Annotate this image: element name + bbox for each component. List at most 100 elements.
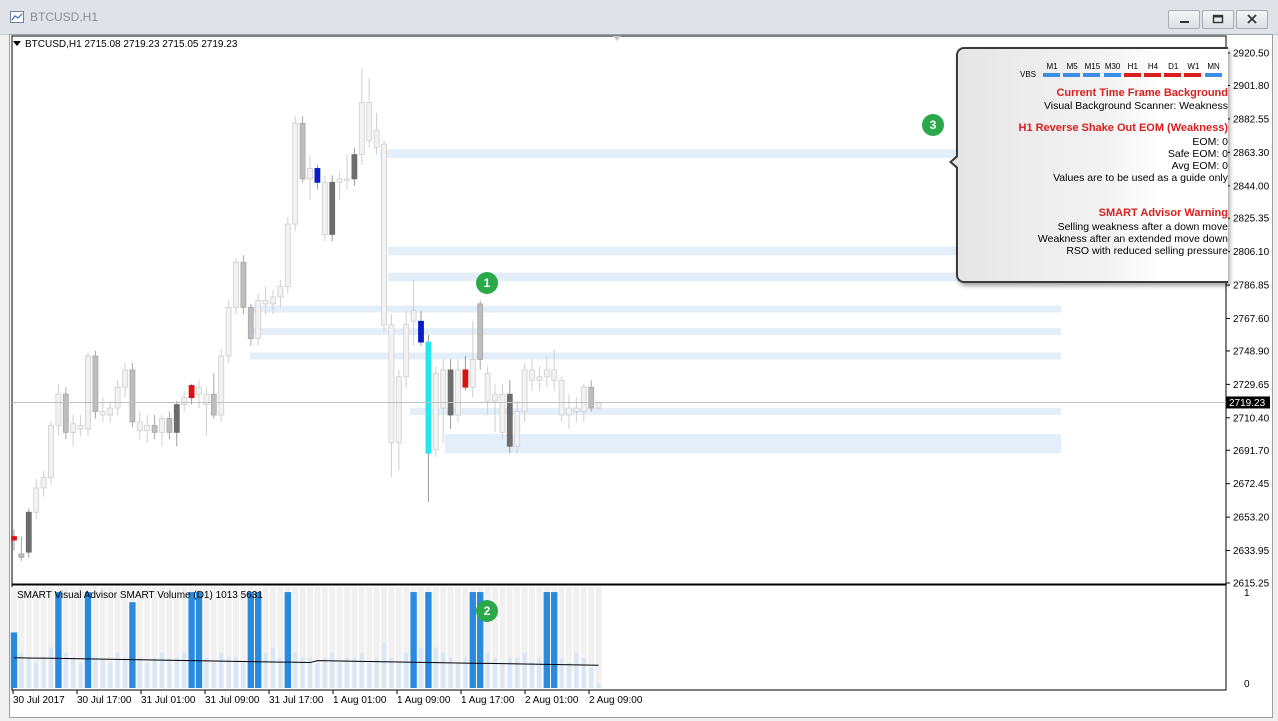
candle-body	[107, 407, 114, 416]
volume-bar	[515, 657, 520, 688]
volume-bg	[173, 587, 180, 688]
volume-bar	[93, 657, 98, 688]
volume-bg	[262, 587, 269, 688]
volume-bar	[174, 657, 179, 688]
timeframe-bar	[1144, 73, 1161, 77]
candle-body	[573, 407, 580, 412]
smart-advisor-panel: VBS M1 M5 M15 M30 H1 H4 D1 W1 MN Current Time Fr…	[949, 47, 1228, 283]
legend-collapse-icon[interactable]	[13, 41, 21, 46]
candle-body	[469, 359, 476, 388]
close-icon	[1247, 14, 1257, 24]
window-titlebar: BTCUSD,H1	[0, 0, 1278, 35]
candle-body	[77, 425, 84, 430]
candle-body	[529, 369, 535, 381]
volume-bar	[469, 592, 476, 688]
volume-bar	[367, 662, 372, 688]
volume-bg	[144, 587, 151, 688]
timeframe-label: H1	[1127, 62, 1138, 71]
volume-bar	[78, 662, 83, 688]
legend-text: BTCUSD,H1 2715.08 2719.23 2715.05 2719.2…	[25, 39, 238, 50]
warning-line-3: RSO with reduced selling pressure	[1066, 245, 1228, 257]
candle-body	[595, 402, 602, 409]
candle-body	[373, 129, 380, 149]
candle-body	[136, 421, 143, 432]
section3-title: SMART Advisor Warning	[1098, 207, 1228, 219]
volume-bg	[336, 587, 343, 688]
volume-bg	[225, 587, 232, 688]
volume-bg	[77, 587, 84, 688]
candle-body	[33, 487, 40, 513]
volume-bg	[580, 587, 587, 688]
candle-body	[240, 261, 247, 308]
volume-bar	[84, 592, 92, 688]
volume-bar	[108, 662, 113, 688]
zone-band	[250, 305, 1061, 313]
vbs-label: VBS	[1020, 70, 1037, 79]
candle-body	[255, 300, 262, 340]
badge-2: 2	[476, 600, 498, 622]
volume-bg	[403, 587, 410, 688]
candle-body	[492, 393, 498, 402]
volume-bg	[381, 587, 387, 688]
candle-body	[270, 296, 276, 305]
minimize-button[interactable]	[1168, 10, 1200, 29]
volume-bar	[322, 657, 327, 688]
timeframe-label: M30	[1104, 62, 1121, 71]
candle-body	[558, 379, 565, 416]
zone-band	[388, 246, 1061, 256]
volume-bar	[448, 657, 453, 688]
volume-bg	[151, 587, 158, 688]
volume-bar	[456, 662, 460, 688]
timeframe-bar	[1043, 73, 1060, 77]
chart-shift-icon[interactable]	[613, 36, 621, 41]
volume-bar	[26, 657, 31, 688]
time-tick-label: 2 Aug 09:00	[589, 695, 643, 706]
volume-bg	[595, 587, 602, 688]
candle-body	[85, 355, 91, 430]
timeframe-label: M5	[1066, 62, 1078, 71]
volume-bar	[293, 652, 298, 688]
candle-body	[521, 369, 528, 412]
volume-bg	[418, 587, 424, 688]
volume-bar	[284, 592, 291, 688]
candle-body	[122, 369, 128, 388]
zone-band	[380, 149, 1061, 159]
price-tick-label: 2806.10	[1233, 247, 1270, 258]
volume-bg	[299, 587, 306, 688]
volume-bar	[374, 657, 379, 688]
volume-bar	[34, 662, 39, 688]
candle-body	[336, 178, 343, 183]
guide-note: Values are to be used as a guide only	[1053, 172, 1228, 184]
chart-legend: BTCUSD,H1 2715.08 2719.23 2715.05 2719.2…	[13, 39, 237, 50]
zone-band	[445, 434, 1061, 454]
chart-window: 2920.50 2901.80 2882.55 2863.30 2844.00 2825.…	[9, 34, 1273, 718]
volume-bg	[573, 587, 580, 688]
volume-bar	[160, 652, 164, 688]
close-button[interactable]	[1236, 10, 1268, 29]
volume-bar	[345, 657, 349, 688]
volume-bg	[395, 587, 402, 688]
timeframe-label: D1	[1168, 62, 1179, 71]
timeframe-label: M1	[1046, 62, 1058, 71]
volume-bg	[321, 587, 328, 688]
badge-3: 3	[922, 114, 944, 136]
timeframe-label: M15	[1084, 62, 1101, 71]
volume-bar	[559, 657, 564, 688]
timeframe-bar	[1204, 73, 1222, 77]
restore-button[interactable]	[1202, 10, 1234, 29]
volume-bar	[389, 657, 394, 688]
candle-body	[462, 369, 469, 388]
volume-bg	[70, 587, 77, 688]
volume-bg	[233, 587, 239, 688]
candle-body	[299, 122, 306, 180]
time-tick-label: 1 Aug 01:00	[333, 695, 387, 706]
price-tick-label: 2844.00	[1233, 181, 1270, 192]
candle-body	[455, 369, 461, 416]
candle-body	[403, 324, 410, 378]
candle-body	[48, 425, 54, 478]
candle-body	[129, 369, 136, 423]
volume-bar	[195, 592, 203, 688]
volume-bg	[107, 587, 114, 688]
safe-eom-value: Safe EOM: 0	[1167, 148, 1228, 160]
volume-bg	[210, 587, 217, 688]
